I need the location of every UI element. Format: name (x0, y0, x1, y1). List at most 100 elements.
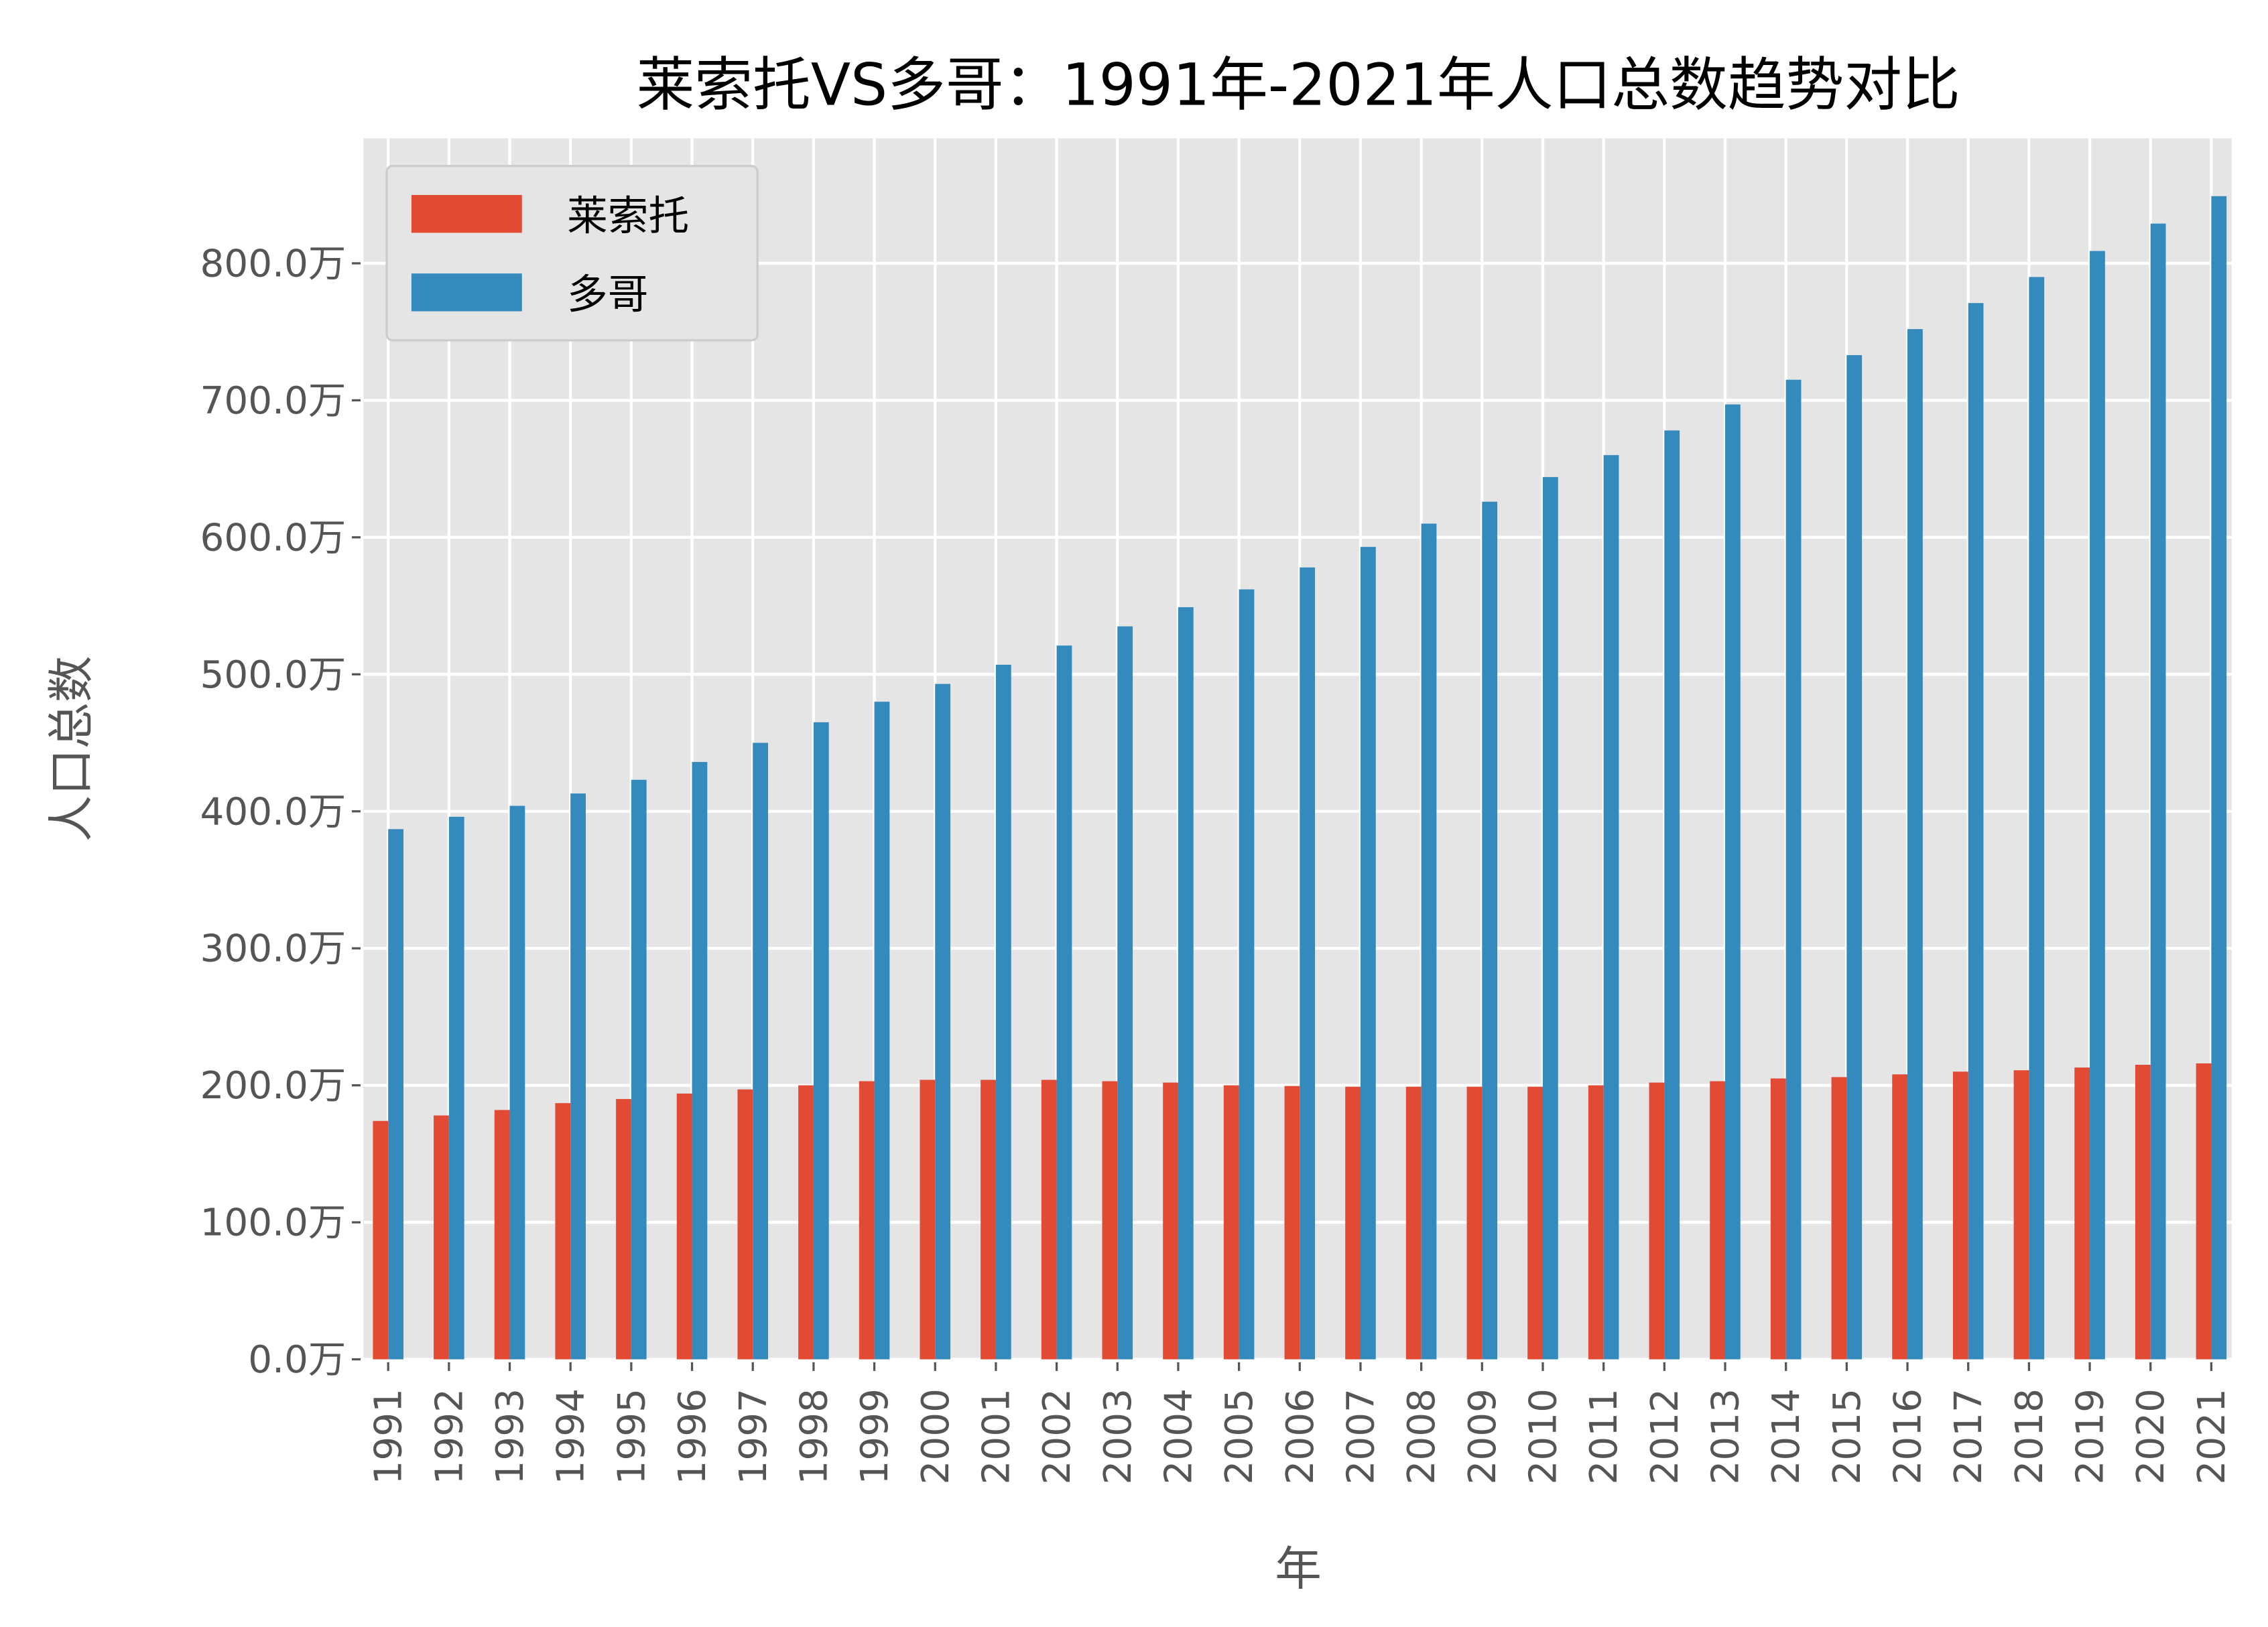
bar-togo (1846, 354, 1863, 1360)
bar-lesotho (737, 1089, 753, 1360)
bar-lesotho (1466, 1086, 1483, 1360)
x-tick-label: 1991 (367, 1388, 411, 1485)
bar-lesotho (2196, 1063, 2212, 1360)
y-tick-label: 400.0万 (200, 790, 346, 834)
bar-lesotho (981, 1080, 996, 1360)
bar-lesotho (373, 1120, 389, 1360)
bar-lesotho (920, 1080, 936, 1360)
x-tick-label: 2013 (1704, 1388, 1748, 1485)
x-tick-label: 1993 (489, 1388, 532, 1485)
x-tick-label: 2019 (2069, 1388, 2113, 1485)
bar-lesotho (1831, 1077, 1847, 1360)
bar-lesotho (1284, 1086, 1300, 1360)
x-tick-label: 2015 (1826, 1388, 1869, 1485)
bar-lesotho (1770, 1078, 1786, 1360)
x-axis-label: 年 (1275, 1543, 1321, 1596)
bar-togo (935, 684, 951, 1360)
y-tick-label: 100.0万 (200, 1201, 346, 1245)
bar-lesotho (859, 1081, 875, 1360)
x-tick-label: 2018 (2008, 1388, 2052, 1485)
x-tick-label: 2016 (1887, 1388, 1930, 1485)
y-tick-label: 700.0万 (200, 379, 346, 423)
bar-lesotho (2074, 1067, 2090, 1360)
y-tick-label: 300.0万 (200, 927, 346, 971)
x-tick-label: 1999 (853, 1388, 897, 1485)
bar-togo (1360, 547, 1376, 1360)
bar-togo (813, 722, 829, 1360)
x-tick-label: 1997 (732, 1388, 775, 1485)
bar-lesotho (1892, 1074, 1908, 1360)
bar-togo (448, 816, 464, 1360)
x-tick-label: 2021 (2190, 1388, 2234, 1485)
y-tick-label: 800.0万 (200, 242, 346, 285)
bar-togo (1664, 430, 1680, 1360)
x-tick-label: 2001 (974, 1388, 1018, 1485)
legend-swatch-lesotho (411, 194, 522, 233)
x-tick-label: 2008 (1400, 1388, 1444, 1485)
x-tick-label: 2003 (1096, 1388, 1140, 1485)
bar-lesotho (2013, 1070, 2029, 1360)
bar-togo (1542, 476, 1558, 1360)
x-tick-label: 2000 (914, 1388, 958, 1485)
bar-lesotho (2135, 1064, 2151, 1360)
bar-togo (692, 762, 708, 1360)
x-tick-label: 2020 (2129, 1388, 2173, 1485)
bar-togo (1603, 455, 1619, 1360)
bar-togo (995, 664, 1011, 1360)
bar-togo (1968, 303, 1984, 1360)
x-tick-label: 1994 (550, 1388, 593, 1485)
x-tick-label: 1998 (792, 1388, 836, 1485)
legend-swatch-togo (411, 273, 522, 312)
bar-lesotho (1588, 1085, 1604, 1360)
bar-lesotho (1710, 1081, 1726, 1360)
bar-togo (1056, 645, 1072, 1360)
bar-lesotho (616, 1099, 631, 1360)
bar-lesotho (434, 1115, 449, 1360)
x-tick-label: 2004 (1157, 1388, 1200, 1485)
x-tick-label: 1996 (671, 1388, 714, 1485)
bar-togo (2090, 251, 2105, 1360)
bar-lesotho (1952, 1071, 1968, 1360)
bar-togo (388, 829, 403, 1360)
bar-lesotho (494, 1110, 510, 1360)
x-tick-label: 1995 (610, 1388, 653, 1485)
bar-lesotho (1041, 1080, 1057, 1360)
bar-togo (753, 742, 769, 1360)
bar-togo (874, 702, 890, 1360)
bar-lesotho (555, 1103, 571, 1360)
bar-lesotho (1163, 1082, 1178, 1360)
bar-lesotho (1527, 1086, 1543, 1360)
bar-togo (1117, 626, 1133, 1360)
bar-togo (1785, 379, 1802, 1360)
bar-lesotho (1223, 1085, 1239, 1360)
bar-togo (1725, 404, 1741, 1360)
x-tick-label: 2010 (1522, 1388, 1566, 1485)
bar-lesotho (1405, 1086, 1422, 1360)
x-tick-label: 2006 (1279, 1388, 1322, 1485)
y-tick-label: 500.0万 (200, 653, 346, 697)
bar-togo (1421, 523, 1437, 1360)
y-tick-label: 600.0万 (200, 516, 346, 560)
bar-togo (1907, 329, 1923, 1360)
x-tick-label: 2017 (1947, 1388, 1991, 1485)
bar-togo (1300, 567, 1316, 1360)
x-tick-label: 2012 (1643, 1388, 1687, 1485)
bar-togo (2029, 277, 2045, 1360)
bar-lesotho (1102, 1081, 1118, 1360)
bar-togo (1482, 501, 1498, 1360)
bar-togo (1178, 607, 1194, 1360)
bar-togo (1239, 589, 1255, 1360)
bar-lesotho (798, 1085, 814, 1360)
bar-togo (509, 805, 525, 1360)
x-tick-label: 2002 (1035, 1388, 1079, 1485)
bar-togo (570, 793, 586, 1360)
y-tick-label: 200.0万 (200, 1064, 346, 1108)
x-tick-label: 2011 (1582, 1388, 1626, 1485)
x-tick-label: 2009 (1461, 1388, 1505, 1485)
legend: 莱索托 多哥 (385, 164, 759, 342)
y-tick-label: 0.0万 (248, 1338, 346, 1382)
y-axis-label: 人口总数 (45, 656, 99, 842)
legend-label-lesotho: 莱索托 (567, 193, 689, 240)
chart-title: 莱索托VS多哥：1991年-2021年人口总数趋势对比 (636, 52, 1960, 119)
